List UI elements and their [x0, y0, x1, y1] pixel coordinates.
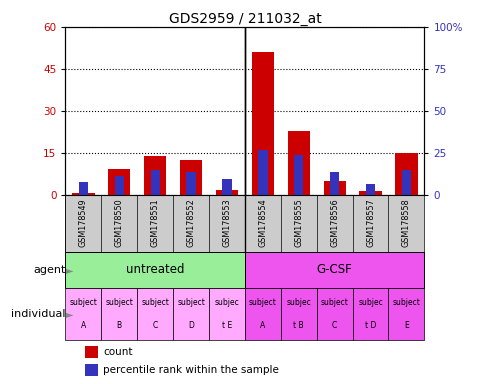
Bar: [401, 170, 410, 195]
Text: subject: subject: [141, 298, 169, 307]
Text: GSM178551: GSM178551: [151, 198, 159, 247]
Bar: [316, 288, 352, 340]
Text: GSM178552: GSM178552: [186, 198, 195, 247]
Text: individual: individual: [11, 309, 65, 319]
Bar: [323, 181, 345, 195]
Text: untreated: untreated: [126, 263, 184, 276]
Bar: [365, 184, 375, 195]
Text: G-CSF: G-CSF: [316, 263, 352, 276]
Text: B: B: [117, 321, 121, 330]
Text: subject: subject: [177, 298, 205, 307]
Bar: [388, 288, 424, 340]
Text: GSM178555: GSM178555: [294, 198, 302, 247]
Bar: [180, 161, 202, 195]
Text: A: A: [81, 321, 86, 330]
Text: subjec: subjec: [214, 298, 239, 307]
Text: GSM178556: GSM178556: [330, 198, 338, 247]
Text: t D: t D: [364, 321, 376, 330]
Text: agent: agent: [33, 265, 65, 275]
Text: subject: subject: [69, 298, 97, 307]
Text: ►: ►: [66, 265, 74, 275]
Title: GDS2959 / 211032_at: GDS2959 / 211032_at: [168, 12, 320, 26]
Text: C: C: [152, 321, 157, 330]
Bar: [114, 176, 124, 195]
Bar: [329, 172, 339, 195]
Text: C: C: [332, 321, 336, 330]
Bar: [85, 364, 98, 376]
Bar: [78, 182, 88, 195]
Text: subjec: subjec: [357, 298, 382, 307]
Bar: [108, 169, 130, 195]
Bar: [173, 288, 209, 340]
Text: A: A: [260, 321, 265, 330]
Bar: [144, 156, 166, 195]
Bar: [137, 288, 173, 340]
Text: GSM178554: GSM178554: [258, 198, 267, 247]
Text: percentile rank within the sample: percentile rank within the sample: [103, 365, 278, 375]
Bar: [251, 52, 273, 195]
Text: subject: subject: [105, 298, 133, 307]
Text: t B: t B: [293, 321, 303, 330]
Bar: [101, 288, 137, 340]
Text: GSM178549: GSM178549: [79, 198, 88, 247]
Bar: [244, 288, 280, 340]
Bar: [150, 170, 160, 195]
Bar: [209, 288, 244, 340]
Text: GSM178550: GSM178550: [115, 198, 123, 247]
Bar: [186, 172, 196, 195]
Text: subject: subject: [392, 298, 420, 307]
Bar: [85, 346, 98, 358]
Bar: [287, 131, 309, 195]
Text: E: E: [403, 321, 408, 330]
Text: D: D: [188, 321, 194, 330]
Bar: [359, 191, 381, 195]
Bar: [280, 288, 316, 340]
Text: subject: subject: [320, 298, 348, 307]
Bar: [293, 155, 303, 195]
Text: count: count: [103, 347, 133, 357]
Text: subjec: subjec: [286, 298, 311, 307]
Text: ►: ►: [66, 309, 74, 319]
Bar: [257, 150, 267, 195]
Bar: [72, 193, 94, 195]
Text: GSM178558: GSM178558: [401, 198, 410, 247]
Bar: [244, 252, 424, 288]
Bar: [352, 288, 388, 340]
Bar: [65, 288, 101, 340]
Bar: [394, 153, 417, 195]
Text: t E: t E: [221, 321, 232, 330]
Text: subject: subject: [248, 298, 276, 307]
Bar: [215, 190, 238, 195]
Bar: [65, 252, 244, 288]
Text: GSM178557: GSM178557: [365, 198, 374, 247]
Text: GSM178553: GSM178553: [222, 198, 231, 247]
Bar: [222, 179, 231, 195]
